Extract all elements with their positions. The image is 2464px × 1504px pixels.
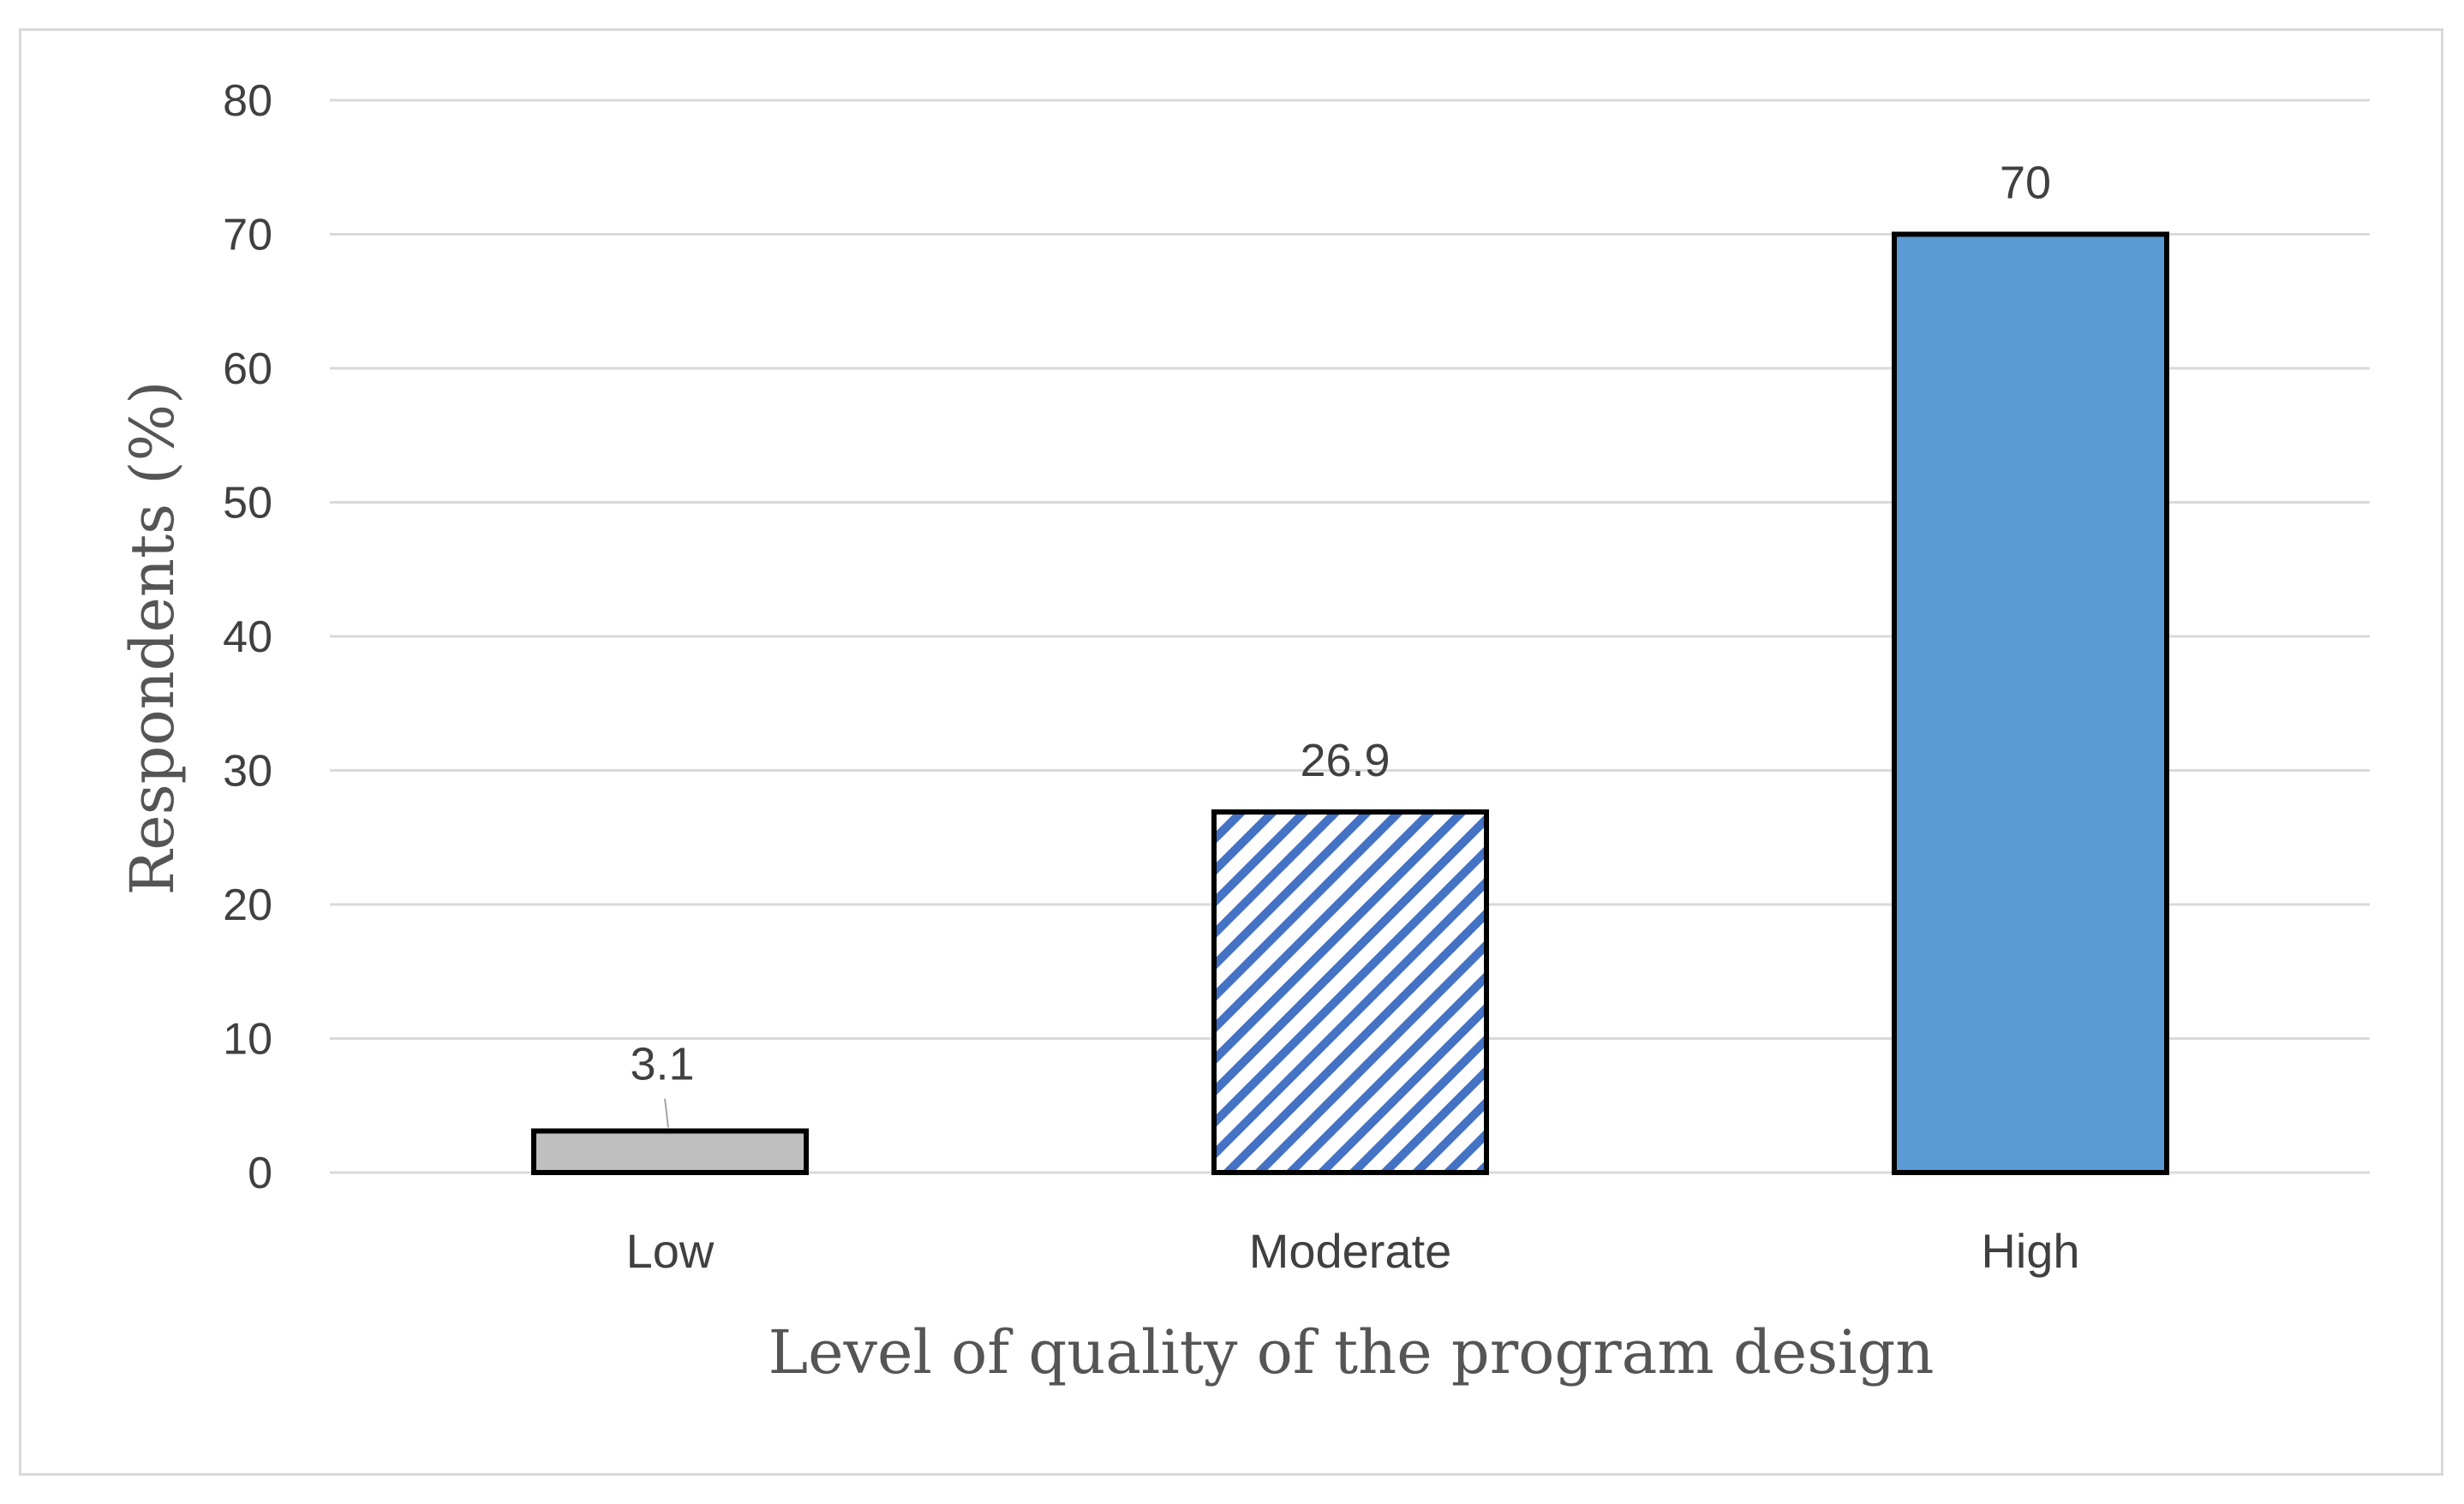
- y-tick-label: 70: [223, 211, 272, 260]
- y-tick-label: 0: [248, 1149, 272, 1198]
- y-tick-label: 20: [223, 880, 272, 930]
- data-labels: 3.1 26.9 70: [630, 158, 2051, 1128]
- x-axis-title: Level of quality of the program design: [769, 1317, 1935, 1388]
- data-label-moderate: 26.9: [1300, 735, 1390, 786]
- category-label-moderate: Moderate: [1249, 1224, 1452, 1278]
- bars: [531, 231, 2169, 1175]
- category-label-low: Low: [626, 1224, 715, 1278]
- y-axis-title: Respondents (%): [117, 381, 188, 896]
- leader-line-low: [664, 1098, 669, 1128]
- y-axis-ticks: 0 10 20 30 40 50 60 70 80: [223, 76, 272, 1198]
- data-label-high: 70: [2000, 158, 2051, 209]
- y-tick-label: 80: [223, 76, 272, 126]
- bar-high: [1892, 231, 2169, 1175]
- bar-low: [531, 1128, 809, 1175]
- category-label-high: High: [1981, 1224, 2079, 1278]
- data-label-low: 3.1: [630, 1038, 694, 1089]
- y-tick-label: 10: [223, 1015, 272, 1065]
- y-tick-label: 40: [223, 612, 272, 662]
- bar-moderate: [1211, 809, 1489, 1175]
- y-tick-label: 50: [223, 479, 272, 528]
- x-axis-categories: Low Moderate High: [626, 1224, 2080, 1278]
- y-tick-label: 60: [223, 344, 272, 394]
- y-tick-label: 30: [223, 747, 272, 797]
